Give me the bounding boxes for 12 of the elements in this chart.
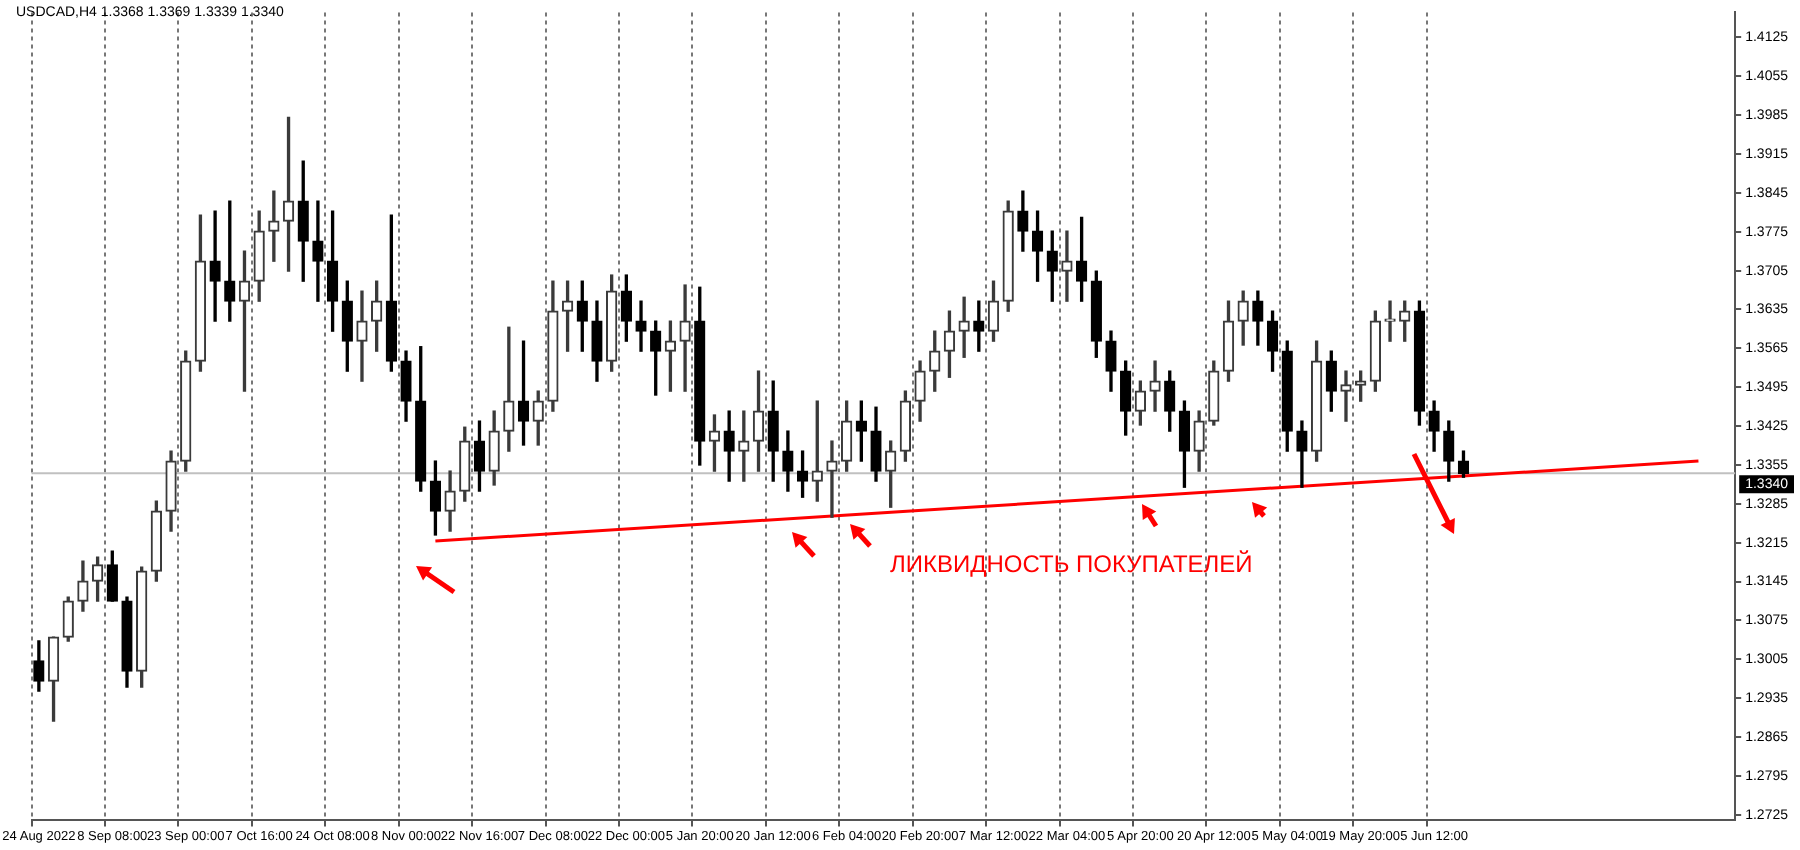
candlestick — [356, 290, 368, 382]
candlestick — [1061, 230, 1073, 302]
candlestick — [635, 300, 647, 352]
candlestick — [826, 440, 838, 518]
candlestick — [1340, 370, 1352, 422]
candlestick — [958, 296, 970, 358]
candlestick — [268, 190, 280, 262]
candlestick — [312, 200, 324, 302]
candlestick — [679, 284, 691, 392]
candlestick — [1149, 360, 1161, 412]
annotation: ЛИКВИДНОСТЬ ПОКУПАТЕЛЕЙ — [890, 550, 1253, 578]
candlestick — [209, 210, 221, 322]
